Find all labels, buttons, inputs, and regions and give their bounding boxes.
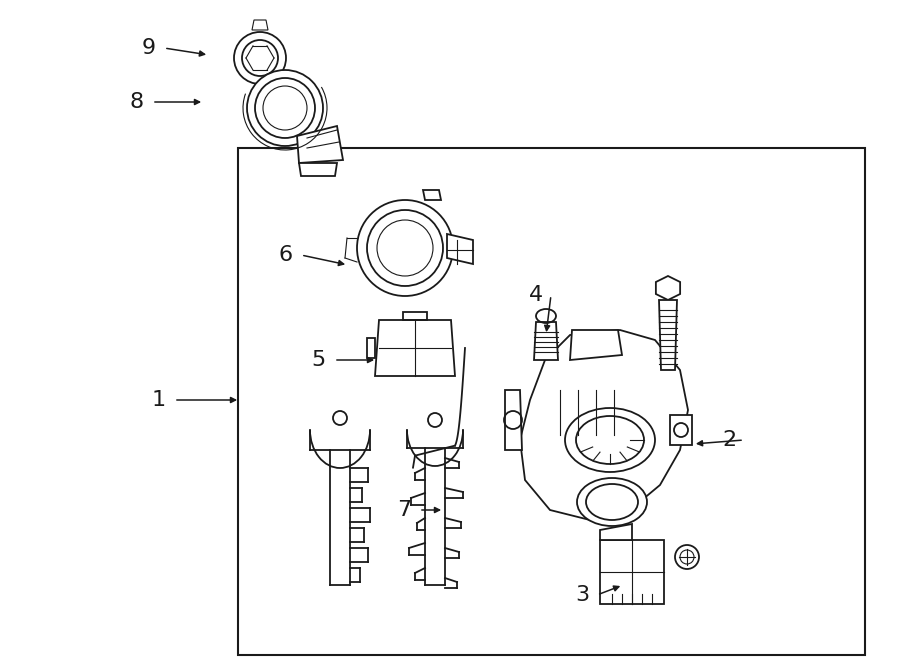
Circle shape <box>675 545 699 569</box>
Polygon shape <box>659 300 677 370</box>
Text: 3: 3 <box>575 585 589 605</box>
Ellipse shape <box>234 32 286 84</box>
Polygon shape <box>505 390 522 450</box>
Polygon shape <box>520 330 688 520</box>
Text: 7: 7 <box>397 500 411 520</box>
Text: 8: 8 <box>130 92 144 112</box>
Polygon shape <box>367 338 375 358</box>
Polygon shape <box>375 320 455 376</box>
Polygon shape <box>570 330 622 360</box>
Polygon shape <box>423 190 441 200</box>
Text: 6: 6 <box>279 245 293 265</box>
Polygon shape <box>670 415 692 445</box>
Polygon shape <box>534 322 558 360</box>
Ellipse shape <box>577 478 647 526</box>
Text: 2: 2 <box>722 430 736 450</box>
Polygon shape <box>600 540 664 604</box>
Polygon shape <box>297 126 343 163</box>
Text: 4: 4 <box>529 285 543 305</box>
Ellipse shape <box>247 70 323 146</box>
Polygon shape <box>299 163 337 176</box>
Text: 9: 9 <box>142 38 156 58</box>
Ellipse shape <box>565 408 655 472</box>
Polygon shape <box>600 524 632 540</box>
Text: 1: 1 <box>152 390 166 410</box>
Text: 5: 5 <box>311 350 326 370</box>
Ellipse shape <box>357 200 453 296</box>
Polygon shape <box>447 234 473 264</box>
Polygon shape <box>656 276 680 300</box>
